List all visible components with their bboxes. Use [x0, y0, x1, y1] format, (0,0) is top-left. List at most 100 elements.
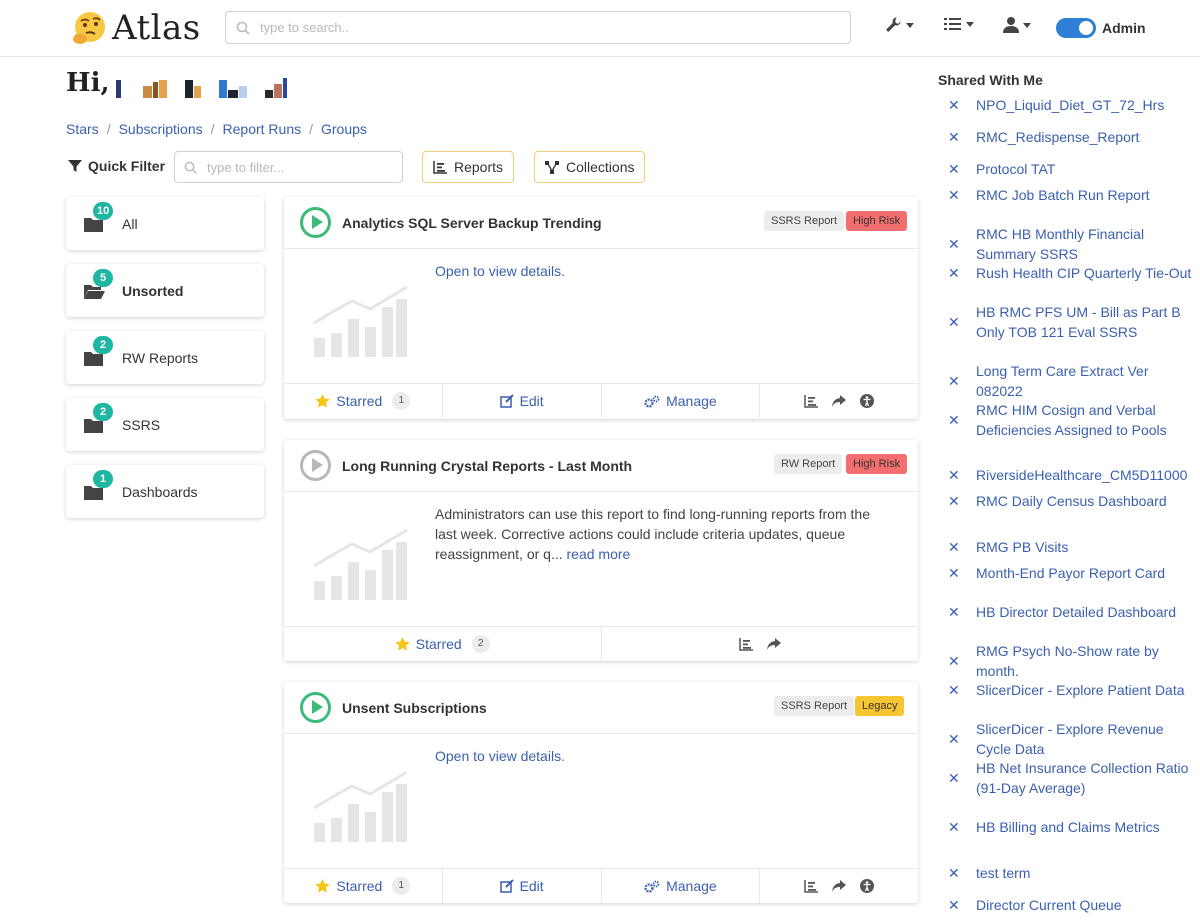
close-icon[interactable]: ✕	[948, 565, 960, 582]
shared-item-link[interactable]: Long Term Care Extract Ver 082022	[976, 363, 1149, 399]
open-details-link[interactable]: Open to view details.	[435, 748, 565, 764]
close-icon[interactable]: ✕	[948, 97, 960, 114]
global-search[interactable]	[225, 11, 851, 44]
shared-item-link[interactable]: RMC HB Monthly Financial Summary SSRS	[976, 226, 1145, 262]
bar-chart-icon[interactable]	[739, 637, 753, 651]
open-details-link[interactable]: Open to view details.	[435, 263, 565, 279]
shared-item-link[interactable]: HB Billing and Claims Metrics	[976, 819, 1160, 835]
bar-chart-icon[interactable]	[804, 879, 819, 893]
close-icon[interactable]: ✕	[948, 467, 960, 484]
quick-filter-input[interactable]	[207, 159, 387, 175]
close-icon[interactable]: ✕	[948, 493, 960, 510]
shared-item-link[interactable]: HB Director Detailed Dashboard	[976, 604, 1176, 620]
folder-dashboards[interactable]: 1 Dashboards	[66, 465, 264, 518]
card-title[interactable]: Analytics SQL Server Backup Trending	[342, 215, 602, 231]
shared-item-link[interactable]: SlicerDicer - Explore Patient Data	[976, 682, 1185, 698]
shared-item-link[interactable]: RMC_Redispense_Report	[976, 129, 1140, 145]
shared-item-link[interactable]: SlicerDicer - Explore Revenue Cycle Data	[976, 721, 1164, 757]
close-icon[interactable]: ✕	[948, 161, 960, 178]
shared-item-link[interactable]: RMG PB Visits	[976, 539, 1069, 555]
starred-button[interactable]: Starred 1	[284, 384, 443, 418]
accessibility-icon[interactable]	[860, 879, 875, 893]
breadcrumb-separator: /	[106, 121, 111, 137]
shared-item-link[interactable]: Protocol TAT	[976, 161, 1056, 177]
list-menu[interactable]	[944, 16, 974, 32]
card-title[interactable]: Unsent Subscriptions	[342, 700, 487, 716]
breadcrumb-report-runs[interactable]: Report Runs	[222, 121, 302, 137]
close-icon[interactable]: ✕	[948, 129, 960, 146]
close-icon[interactable]: ✕	[948, 373, 960, 389]
shared-item-link[interactable]: RMG Psych No-Show rate by month.	[976, 643, 1159, 679]
close-icon[interactable]: ✕	[948, 412, 960, 428]
brand-logo[interactable]: Atlas	[70, 8, 201, 48]
shared-item-link[interactable]: HB Net Insurance Collection Ratio (91-Da…	[976, 760, 1189, 796]
breadcrumb-stars[interactable]: Stars	[66, 121, 99, 137]
play-icon[interactable]	[300, 692, 331, 723]
starred-button[interactable]: Starred 1	[284, 869, 443, 903]
shared-item-link[interactable]: Rush Health CIP Quarterly Tie-Out	[976, 265, 1192, 281]
edit-icon	[499, 879, 514, 893]
search-input[interactable]	[260, 20, 820, 35]
folder-all[interactable]: 10 All	[66, 197, 264, 250]
greeting-prefix: Hi,	[66, 68, 110, 98]
star-icon	[395, 637, 410, 651]
share-icon[interactable]	[832, 880, 847, 892]
bar-chart-icon[interactable]	[804, 394, 819, 408]
close-icon[interactable]: ✕	[948, 819, 960, 836]
close-icon[interactable]: ✕	[948, 314, 960, 330]
starred-button[interactable]: Starred 2	[284, 627, 602, 661]
close-icon[interactable]: ✕	[948, 539, 960, 556]
shared-item-link[interactable]: NPO_Liquid_Diet_GT_72_Hrs	[976, 97, 1165, 113]
quick-filter-field[interactable]	[174, 151, 403, 183]
folder-ssrs[interactable]: 2 SSRS	[66, 398, 264, 451]
reports-filter-button[interactable]: Reports	[422, 151, 515, 183]
breadcrumb-subscriptions[interactable]: Subscriptions	[118, 121, 203, 137]
close-icon[interactable]: ✕	[948, 731, 960, 747]
play-icon[interactable]	[300, 450, 331, 481]
share-icon[interactable]	[832, 395, 847, 407]
folder-rw-reports[interactable]: 2 RW Reports	[66, 331, 264, 384]
report-type-badge: SSRS Report	[774, 696, 855, 716]
accessibility-icon[interactable]	[860, 394, 875, 408]
shared-item-link[interactable]: RiversideHealthcare_CM5D11000	[976, 467, 1188, 483]
star-icon	[315, 394, 331, 408]
report-thumbnail-icon	[313, 528, 408, 600]
shared-item-link[interactable]: RMC Job Batch Run Report	[976, 187, 1150, 203]
card-body: Open to view details.	[284, 249, 918, 384]
close-icon[interactable]: ✕	[948, 682, 960, 699]
close-icon[interactable]: ✕	[948, 770, 960, 786]
tools-menu[interactable]	[884, 16, 914, 34]
close-icon[interactable]: ✕	[948, 187, 960, 204]
shared-item-link[interactable]: Director Current Queue	[976, 897, 1122, 913]
reports-filter-label: Reports	[454, 159, 504, 175]
starred-label: Starred	[336, 878, 383, 894]
shared-item-link[interactable]: RMC HIM Cosign and Verbal Deficiencies A…	[976, 402, 1167, 438]
close-icon[interactable]: ✕	[948, 865, 960, 882]
close-icon[interactable]: ✕	[948, 653, 960, 669]
app-name: Atlas	[112, 8, 201, 48]
shared-item-link[interactable]: test term	[976, 865, 1031, 881]
breadcrumb-groups[interactable]: Groups	[321, 121, 367, 137]
shared-item: ✕ RMC Job Batch Run Report	[948, 186, 1193, 206]
share-icon[interactable]	[766, 638, 781, 650]
breadcrumb: Stars / Subscriptions / Report Runs / Gr…	[66, 121, 367, 137]
shared-item-link[interactable]: RMC Daily Census Dashboard	[976, 493, 1167, 509]
close-icon[interactable]: ✕	[948, 265, 960, 282]
close-icon[interactable]: ✕	[948, 604, 960, 621]
shared-item-link[interactable]: HB RMC PFS UM - Bill as Part B Only TOB …	[976, 304, 1181, 340]
manage-button[interactable]: Manage	[602, 869, 761, 903]
shared-item-link[interactable]: Month-End Payor Report Card	[976, 565, 1166, 581]
collections-filter-button[interactable]: Collections	[534, 151, 646, 183]
read-more-link[interactable]: read more	[566, 546, 631, 562]
edit-button[interactable]: Edit	[443, 384, 602, 418]
folder-count-badge: 10	[93, 202, 114, 220]
admin-toggle[interactable]	[1056, 18, 1096, 38]
play-icon[interactable]	[300, 207, 331, 238]
edit-button[interactable]: Edit	[443, 869, 602, 903]
close-icon[interactable]: ✕	[948, 236, 960, 252]
card-title[interactable]: Long Running Crystal Reports - Last Mont…	[342, 458, 633, 474]
user-menu[interactable]	[1003, 16, 1031, 34]
close-icon[interactable]: ✕	[948, 897, 960, 914]
manage-button[interactable]: Manage	[602, 384, 761, 418]
folder-unsorted[interactable]: 5 Unsorted	[66, 264, 264, 317]
